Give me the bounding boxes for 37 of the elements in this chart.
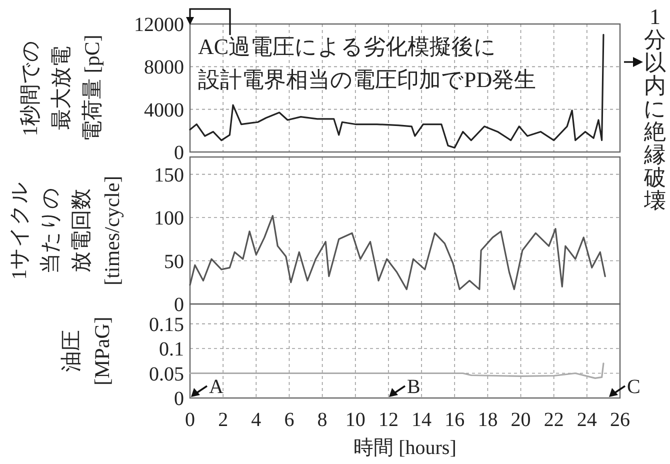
x-axis-title: 時間 [hours] (354, 437, 456, 459)
y-tick-label: 4000 (144, 99, 184, 122)
line-series (189, 34, 604, 149)
y-tick-label: 50 (164, 250, 184, 273)
annotation: AC過電圧による劣化模擬後に設計電界相当の電圧印加でPD発生 (198, 34, 536, 92)
line-series (189, 215, 606, 290)
x-tick-label: 6 (284, 409, 294, 431)
x-tick-label: 2 (218, 409, 228, 431)
y-tick-label: 8000 (144, 56, 184, 79)
y-tick-label: 0 (174, 294, 184, 316)
x-tick-label: 12 (378, 409, 398, 431)
y-tick-label: 0.1 (159, 338, 184, 361)
y-tick-label: 0.05 (149, 363, 184, 386)
x-tick-label: 8 (317, 409, 328, 431)
y-tick-label: 12000 (134, 14, 184, 36)
y-tick-label: 150 (154, 164, 184, 186)
x-tick-label: 20 (510, 409, 531, 431)
x-tick-label: 22 (544, 409, 564, 431)
text: 1分以内に絶縁破壊 (644, 4, 666, 213)
x-tick-label: 26 (610, 409, 630, 431)
y-tick-label: 0 (174, 142, 184, 164)
x-tick-label: 18 (478, 409, 498, 431)
x-tick-label: 4 (251, 409, 262, 431)
x-tick-label: 24 (576, 409, 597, 431)
x-tick-label: 14 (412, 409, 432, 431)
y-tick-label: 100 (154, 208, 184, 230)
annotation: A (209, 376, 224, 398)
y-tick-label: 0 (174, 388, 184, 410)
text: C (627, 376, 640, 398)
y-axis-title: 1サイクル当たりの放電回数[times/cycle] (7, 176, 124, 286)
x-tick-label: 10 (345, 409, 366, 431)
x-tick-label: 16 (444, 409, 465, 431)
y-tick-label: 0.15 (149, 314, 184, 336)
y-axis-title: 1秒間での最大放電電荷量 [pC] (18, 34, 104, 142)
line-series (189, 362, 604, 380)
annotation: B (407, 376, 420, 398)
y-axis-title: 油圧[MPaG] (59, 316, 114, 386)
